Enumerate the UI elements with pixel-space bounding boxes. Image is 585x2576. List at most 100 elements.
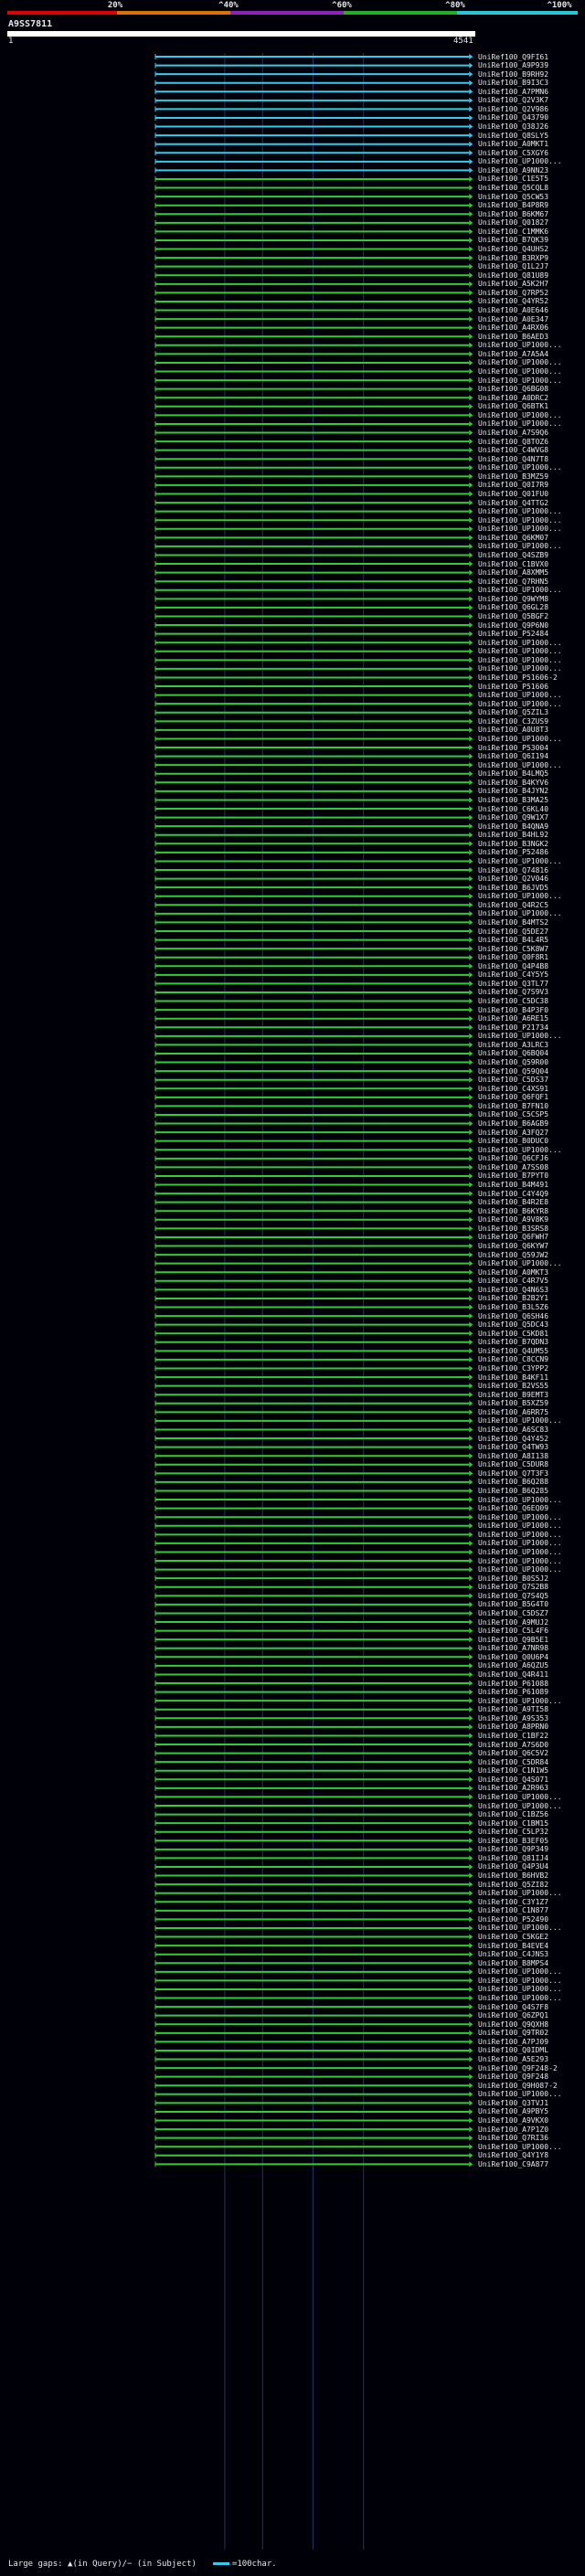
hit-label[interactable]: UniRef100_Q7RP52: [478, 288, 549, 297]
hit-row[interactable]: [154, 324, 473, 331]
hit-row[interactable]: [154, 797, 473, 803]
hit-label[interactable]: UniRef100_P61089: [478, 1688, 549, 1697]
hit-label[interactable]: UniRef100_A0E646: [478, 306, 549, 315]
hit-row[interactable]: [154, 569, 473, 576]
hit-label[interactable]: UniRef100_Q7T3F3: [478, 1468, 549, 1478]
hit-row[interactable]: [154, 1436, 473, 1442]
hit-row[interactable]: [154, 2012, 473, 2019]
hit-label[interactable]: UniRef100_UP1000...: [478, 1994, 562, 2003]
hit-label[interactable]: UniRef100_Q4P3U4: [478, 1862, 549, 1871]
hit-label[interactable]: UniRef100_Q0I7R9: [478, 481, 549, 490]
hit-row[interactable]: [154, 1924, 473, 1931]
hit-row[interactable]: [154, 622, 473, 629]
hit-row[interactable]: [154, 272, 473, 279]
hit-row[interactable]: [154, 1680, 473, 1687]
hit-label[interactable]: UniRef100_C5XGY6: [478, 148, 549, 157]
hit-row[interactable]: [154, 736, 473, 742]
hit-label[interactable]: UniRef100_Q5BGF2: [478, 611, 549, 620]
hit-label[interactable]: UniRef100_Q9TR02: [478, 2029, 549, 2038]
hit-label[interactable]: UniRef100_C5DUR8: [478, 1460, 549, 1469]
hit-label[interactable]: UniRef100_B9RH92: [478, 69, 549, 79]
hit-label[interactable]: UniRef100_UP1000...: [478, 586, 562, 595]
hit-label[interactable]: UniRef100_UP1000...: [478, 856, 562, 865]
hit-label[interactable]: UniRef100_UP1000...: [478, 358, 562, 367]
hit-label[interactable]: UniRef100_P51606: [478, 682, 549, 691]
hit-row[interactable]: [154, 1461, 473, 1468]
hit-row[interactable]: [154, 2065, 473, 2072]
hit-label[interactable]: UniRef100_B6AED3: [478, 332, 549, 341]
hit-label[interactable]: UniRef100_UP1000...: [478, 1512, 562, 1521]
hit-row[interactable]: [154, 1033, 473, 1039]
hit-label[interactable]: UniRef100_B4P8R9: [478, 201, 549, 210]
hit-label[interactable]: UniRef100_Q1L2J7: [478, 262, 549, 271]
hit-label[interactable]: UniRef100_C5DSZ7: [478, 1608, 549, 1617]
hit-label[interactable]: UniRef100_Q5CW53: [478, 192, 549, 201]
hit-row[interactable]: [154, 902, 473, 908]
hit-label[interactable]: UniRef100_B3NGK2: [478, 839, 549, 848]
hit-row[interactable]: [154, 386, 473, 392]
hit-row[interactable]: [154, 648, 473, 654]
hit-row[interactable]: [154, 464, 473, 471]
hit-label[interactable]: UniRef100_A8I138: [478, 1451, 549, 1460]
hit-label[interactable]: UniRef100_Q9WYM8: [478, 594, 549, 603]
hit-label[interactable]: UniRef100_Q4R2C5: [478, 900, 549, 909]
hit-row[interactable]: [154, 500, 473, 506]
hit-row[interactable]: [154, 919, 473, 926]
hit-row[interactable]: [154, 368, 473, 375]
hit-label[interactable]: UniRef100_Q43790: [478, 113, 549, 122]
hit-label[interactable]: UniRef100_Q5CQL8: [478, 184, 549, 193]
hit-row[interactable]: [154, 175, 473, 182]
hit-row[interactable]: [154, 150, 473, 156]
hit-label[interactable]: UniRef100_Q6C5V2: [478, 1749, 549, 1758]
hit-label[interactable]: UniRef100_Q4S7F8: [478, 2002, 549, 2011]
hit-label[interactable]: UniRef100_A6RR75: [478, 1407, 549, 1416]
hit-label[interactable]: UniRef100_Q5ZI82: [478, 1880, 549, 1889]
hit-row[interactable]: [154, 2021, 473, 2028]
hit-row[interactable]: [154, 1094, 473, 1100]
hit-label[interactable]: UniRef100_C5L4F6: [478, 1627, 549, 1636]
hit-label[interactable]: UniRef100_Q9W1X7: [478, 813, 549, 822]
hit-label[interactable]: UniRef100_UP1000...: [478, 507, 562, 516]
hit-label[interactable]: UniRef100_A0E347: [478, 314, 549, 323]
hit-label[interactable]: UniRef100_Q6KYW7: [478, 1242, 549, 1251]
hit-row[interactable]: [154, 1846, 473, 1852]
hit-label[interactable]: UniRef100_C1N877: [478, 1906, 549, 1915]
hit-label[interactable]: UniRef100_UP1000...: [478, 1539, 562, 1548]
hit-label[interactable]: UniRef100_Q4Y1Y8: [478, 2151, 549, 2160]
hit-label[interactable]: UniRef100_C3ZUS9: [478, 716, 549, 726]
hit-label[interactable]: UniRef100_P52484: [478, 630, 549, 639]
hit-label[interactable]: UniRef100_B7QDN3: [478, 1338, 549, 1347]
hit-label[interactable]: UniRef100_A7PMN6: [478, 87, 549, 96]
hit-row[interactable]: [154, 1872, 473, 1879]
hit-row[interactable]: [154, 779, 473, 786]
hit-label[interactable]: UniRef100_A0MKT1: [478, 140, 549, 149]
hit-label[interactable]: UniRef100_Q7RHN5: [478, 577, 549, 586]
hit-label[interactable]: UniRef100_UP1000...: [478, 1565, 562, 1574]
hit-label[interactable]: UniRef100_Q4TTG2: [478, 498, 549, 507]
hit-row[interactable]: [154, 1129, 473, 1136]
hit-row[interactable]: [154, 1392, 473, 1398]
hit-label[interactable]: UniRef100_Q8TOZ6: [478, 437, 549, 446]
hit-label[interactable]: UniRef100_Q4UHS2: [478, 245, 549, 254]
hit-row[interactable]: [154, 1172, 473, 1179]
hit-row[interactable]: [154, 1269, 473, 1276]
hit-row[interactable]: [154, 1863, 473, 1870]
hit-row[interactable]: [154, 1619, 473, 1626]
hit-label[interactable]: UniRef100_A8XMM5: [478, 568, 549, 578]
hit-row[interactable]: [154, 1505, 473, 1511]
hit-row[interactable]: [154, 858, 473, 864]
hit-row[interactable]: [154, 709, 473, 716]
hit-label[interactable]: UniRef100_Q81U89: [478, 270, 549, 280]
hit-label[interactable]: UniRef100_Q9FI61: [478, 52, 549, 61]
hit-label[interactable]: UniRef100_UP1000...: [478, 1416, 562, 1426]
hit-row[interactable]: [154, 1164, 473, 1171]
hit-label[interactable]: UniRef100_Q4P4B8: [478, 961, 549, 970]
hit-label[interactable]: UniRef100_C8CCN9: [478, 1355, 549, 1364]
hit-label[interactable]: UniRef100_UP1000...: [478, 734, 562, 743]
hit-row[interactable]: [154, 2091, 473, 2097]
hit-row[interactable]: [154, 770, 473, 777]
hit-label[interactable]: UniRef100_UP1000...: [478, 1801, 562, 1810]
hit-label[interactable]: UniRef100_P52490: [478, 1914, 549, 1924]
hit-row[interactable]: [154, 316, 473, 323]
hit-row[interactable]: [154, 1601, 473, 1607]
